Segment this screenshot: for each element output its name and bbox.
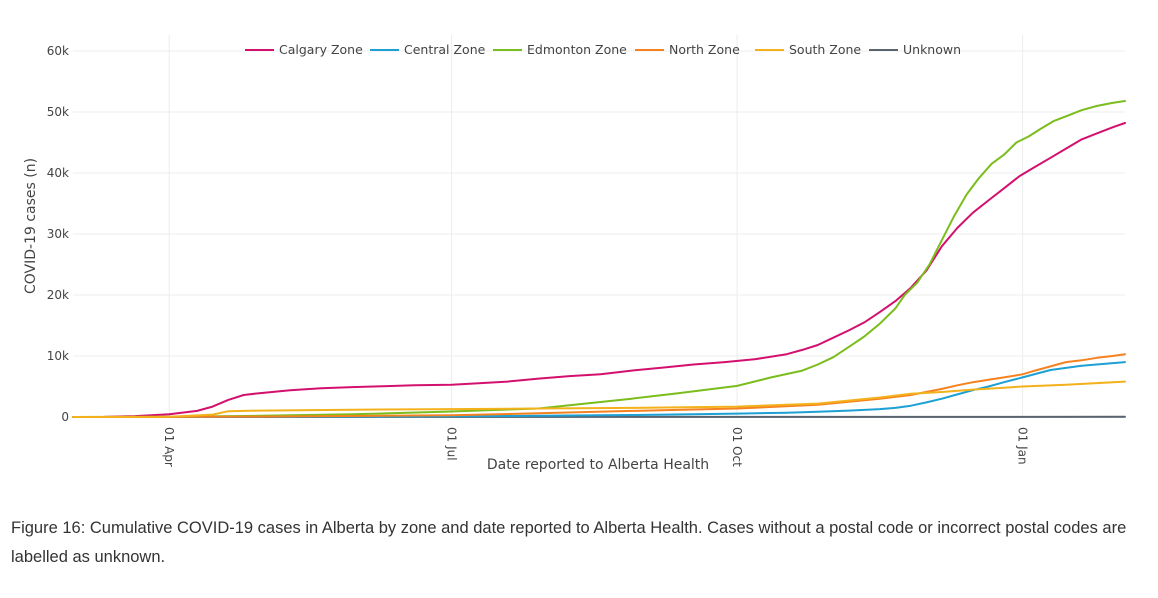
x-tick-label: 01 Jul — [445, 427, 459, 461]
x-tick-label: 01 Oct — [730, 427, 744, 467]
legend-item-edmonton-zone[interactable]: Edmonton Zone — [493, 42, 627, 57]
x-tick-label: 01 Jan — [1016, 427, 1030, 465]
legend[interactable]: Calgary Zone Central Zone Edmonton Zone Nor… — [245, 42, 961, 57]
x-axis-ticks: 01 Apr 01 Jul 01 Oct 01 Jan — [162, 427, 1029, 467]
figure-caption: Figure 16: Cumulative COVID-19 cases in … — [11, 519, 1127, 566]
series-line-edmonton-zone[interactable] — [72, 100, 1126, 418]
legend-label: North Zone — [669, 42, 740, 57]
legend-item-calgary-zone[interactable]: Calgary Zone — [245, 42, 363, 57]
legend-item-unknown[interactable]: Unknown — [869, 42, 961, 57]
y-tick-label: 60k — [47, 44, 69, 58]
series-line-south-zone[interactable] — [72, 380, 1126, 418]
y-tick-label: 50k — [47, 105, 69, 119]
series-line-north-zone[interactable] — [72, 353, 1126, 418]
legend-label: Edmonton Zone — [527, 42, 627, 57]
y-axis-ticks: 0 10k 20k 30k 40k 50k 60k — [47, 44, 69, 424]
legend-label: Unknown — [903, 42, 961, 57]
y-tick-label: 10k — [47, 349, 69, 363]
y-tick-label: 0 — [61, 410, 69, 424]
x-tick-label: 01 Apr — [162, 427, 176, 467]
series-line-calgary-zone[interactable] — [72, 122, 1126, 418]
legend-item-south-zone[interactable]: South Zone — [755, 42, 861, 57]
series-lines — [72, 100, 1126, 418]
legend-label: Calgary Zone — [279, 42, 363, 57]
legend-item-north-zone[interactable]: North Zone — [635, 42, 740, 57]
y-tick-label: 20k — [47, 288, 69, 302]
y-axis-title: COVID-19 cases (n) — [23, 158, 39, 294]
legend-label: South Zone — [789, 42, 861, 57]
legend-label: Central Zone — [404, 42, 486, 57]
gridlines — [73, 35, 1125, 418]
legend-item-central-zone[interactable]: Central Zone — [370, 42, 486, 57]
x-axis-title: Date reported to Alberta Health — [487, 457, 709, 473]
series-line-central-zone[interactable] — [72, 361, 1126, 418]
y-tick-label: 40k — [47, 166, 69, 180]
y-tick-label: 30k — [47, 227, 69, 241]
